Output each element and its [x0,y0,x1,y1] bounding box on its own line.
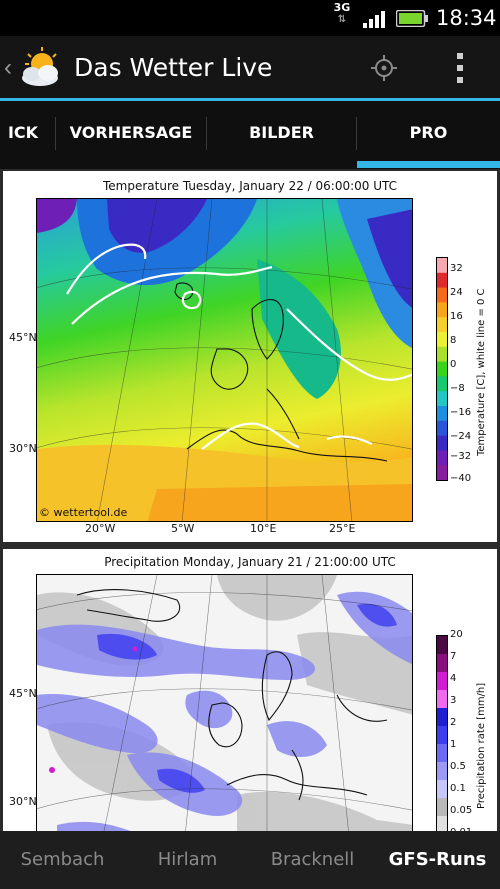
colorbar-tick: −40 [450,473,472,484]
precipitation-map-plot [36,574,413,864]
colorbar-segment [437,406,447,422]
precipitation-map-image [37,575,412,863]
map-title: Temperature Tuesday, January 22 / 06:00:… [102,179,398,193]
nav-gfs-runs[interactable]: GFS-Runs [388,849,487,870]
colorbar-tick: −8 [450,383,465,394]
colorbar-segment [437,708,447,727]
tab-rueckblick[interactable]: ICK [7,123,39,142]
colorbar-segment [437,654,447,673]
data-activity-icon: ⇅ [337,14,347,25]
nav-bracknell[interactable]: Bracknell [270,849,355,870]
colorbar-tick: 24 [450,287,463,298]
bottom-nav: Sembach Hirlam Bracknell GFS-Runs [0,831,500,889]
colorbar-tick: 0.05 [450,805,473,816]
signal-strength-icon [363,11,385,28]
colorbar-tick: 0.1 [450,783,466,794]
overflow-menu-icon[interactable] [452,50,468,86]
colorbar-segment [437,435,447,451]
colorbar-segment [437,780,447,799]
network-type: 3G [333,1,351,14]
colorbar-segment [437,287,447,303]
colorbar-tick: 2 [450,717,457,728]
colorbar-tick: 20 [450,629,463,640]
lon-label: 10°E [250,522,277,535]
colorbar-segment [437,798,447,817]
colorbar-segment [437,332,447,348]
colorbar-tick: 32 [450,263,463,274]
lon-label: 20°W [85,522,116,535]
locate-icon[interactable] [369,53,399,83]
map-list[interactable]: Temperature Tuesday, January 22 / 06:00:… [0,169,500,864]
colorbar-segment [437,346,447,363]
colorbar-tick: −32 [450,451,472,462]
nav-hirlam[interactable]: Hirlam [157,849,218,870]
colorbar-segment [437,376,447,392]
tab-vorhersage[interactable]: VORHERSAGE [69,123,193,142]
colorbar-tick: 8 [450,335,457,346]
tab-divider [356,117,357,150]
battery-icon [396,10,428,27]
colorbar-tick: 0.5 [450,761,466,772]
lat-label: 30°N [9,442,37,455]
colorbar-segment [437,420,447,437]
colorbar-segment [437,450,447,466]
temperature-map-plot [36,198,413,522]
colorbar-segment [437,302,447,318]
temperature-map-card[interactable]: Temperature Tuesday, January 22 / 06:00:… [3,171,497,542]
lat-label: 30°N [9,795,37,808]
colorbar-segment [437,726,447,745]
map-title: Precipitation Monday, January 21 / 21:00… [104,555,396,569]
selected-tab-indicator [357,161,500,168]
precipitation-map-card[interactable]: Precipitation Monday, January 21 / 21:00… [3,549,497,864]
lat-label: 45°N [9,687,37,700]
lon-label: 25°E [329,522,356,535]
colorbar-segment [437,690,447,709]
colorbar-tick: 16 [450,311,463,322]
colorbar-segment [437,672,447,691]
app-title: Das Wetter Live [74,53,273,82]
colorbar-tick: 4 [450,673,457,684]
colorbar-segment [437,391,447,407]
colorbar-label: Precipitation rate [mm/h] [476,682,487,809]
colorbar-segment [437,465,447,481]
colorbar-tick: −24 [450,431,472,442]
colorbar-segment [437,636,447,655]
action-bar-divider [0,98,500,101]
colorbar-tick: −16 [450,407,472,418]
colorbar-tick: 3 [450,695,457,706]
colorbar-segment [437,744,447,763]
precipitation-colorbar [436,635,448,835]
clock: 18:34 [436,6,497,30]
tab-divider [55,117,56,150]
temperature-colorbar [436,257,448,481]
tab-bar: ICK VORHERSAGE BILDER PRO [0,101,500,169]
tab-divider [206,117,207,150]
tab-pro[interactable]: PRO [409,123,448,142]
colorbar-tick: 0 [450,359,457,370]
status-bar: 3G ⇅ 18:34 [0,0,500,36]
tab-bilder[interactable]: BILDER [249,123,314,142]
map-credit: © wettertool.de [39,506,128,519]
weather-app-icon[interactable] [16,44,64,92]
colorbar-segment [437,816,447,835]
colorbar-label: Temperature [C], white line = 0 C [476,288,487,456]
action-bar: ‹ Das Wetter Live [0,36,500,100]
colorbar-tick: 7 [450,651,457,662]
nav-sembach[interactable]: Sembach [20,849,105,870]
up-chevron-icon[interactable]: ‹ [4,54,12,81]
colorbar-segment [437,762,447,781]
network-indicator: 3G ⇅ [331,2,353,32]
colorbar-segment [437,361,447,377]
colorbar-segment [437,272,447,289]
colorbar-segment [437,317,447,333]
colorbar-segment [437,258,447,274]
colorbar-tick: 1 [450,739,457,750]
lat-label: 45°N [9,331,37,344]
temperature-colorbar-scale [437,258,447,481]
temperature-map-image [37,199,412,521]
precipitation-colorbar-scale [437,636,447,835]
lon-label: 5°W [171,522,195,535]
